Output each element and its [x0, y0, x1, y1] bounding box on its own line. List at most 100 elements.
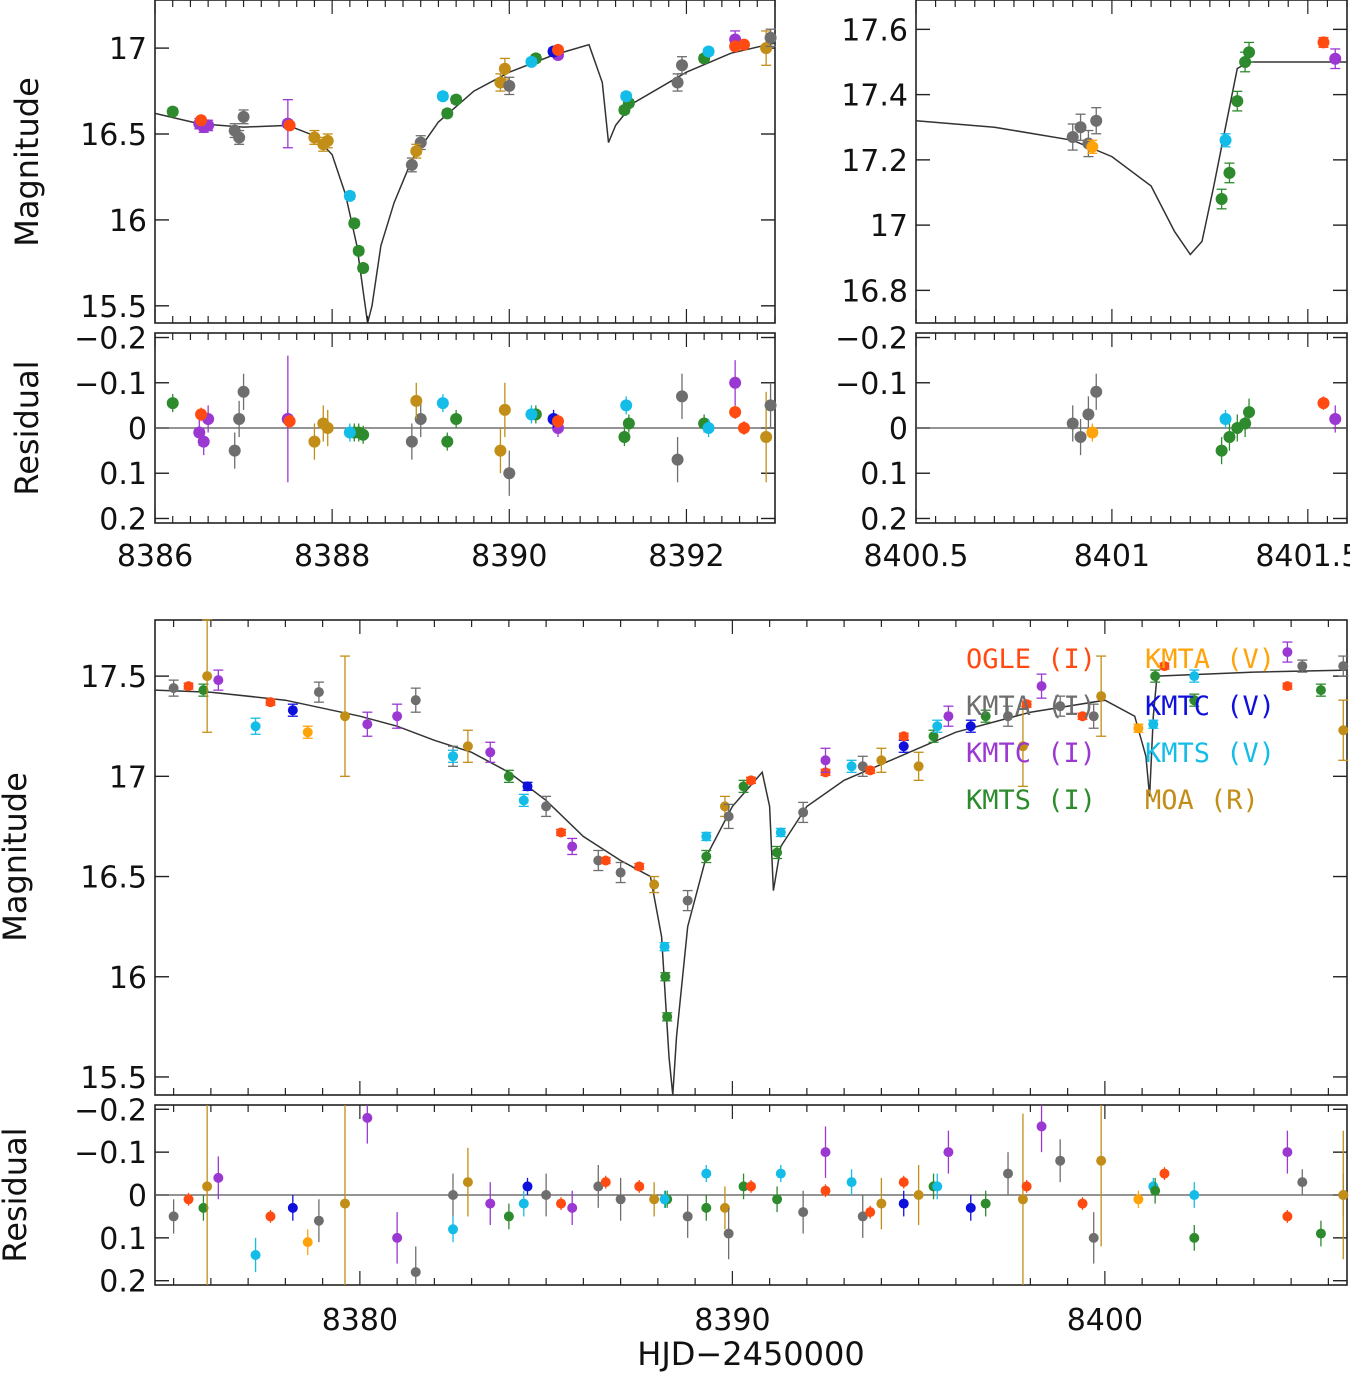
residual-point	[898, 1177, 909, 1188]
mag-ytick-label: 16	[109, 961, 147, 996]
data-point	[362, 719, 373, 730]
data-point	[436, 90, 449, 103]
mag-ytick-label: 15.5	[80, 290, 147, 325]
x-axis-title: HJD−2450000	[637, 1335, 864, 1373]
data-point	[1223, 166, 1236, 179]
residual-point	[522, 1181, 533, 1192]
data-point	[302, 727, 313, 738]
legend-entry-kmta-v: KMTA (V)	[1145, 644, 1275, 675]
residual-point	[462, 1177, 473, 1188]
residual-point	[1090, 385, 1103, 398]
residual-point	[321, 422, 334, 434]
data-point	[1086, 140, 1099, 153]
data-point	[898, 731, 909, 742]
residual-point	[1021, 1181, 1032, 1192]
data-point	[321, 134, 334, 147]
residual-point	[1282, 1147, 1293, 1158]
residual-point	[250, 1250, 261, 1260]
zoom-left-mag-plot: 15.5 16 16.5 17	[80, 28, 777, 325]
res-ytick-label: −0.1	[74, 367, 147, 402]
full-mag-plot: 15.5 16 16.5 17 17.5	[80, 619, 1349, 1096]
residual-point	[1338, 1190, 1349, 1200]
data-point	[250, 721, 261, 732]
residual-point	[450, 412, 463, 425]
data-point	[405, 158, 418, 171]
residual-point	[746, 1181, 756, 1192]
data-point	[1055, 701, 1066, 712]
zoom-left-xticks: 8386 8388 8390 8392	[117, 0, 776, 574]
residual-point	[503, 467, 516, 480]
res-ytick-label: −0.1	[74, 1136, 147, 1171]
residual-point	[1223, 431, 1236, 444]
data-point	[1066, 131, 1079, 144]
mag-ytick-label: 17	[870, 209, 908, 244]
data-point	[410, 695, 421, 706]
residual-point	[503, 1211, 514, 1222]
residual-point	[552, 415, 564, 428]
residual-point	[729, 376, 742, 389]
data-point	[775, 827, 786, 838]
residual-point	[410, 394, 423, 407]
legend-entry-kmta-i: KMTA (I)	[966, 691, 1096, 722]
residual-point	[820, 1147, 831, 1158]
residual-point	[738, 422, 750, 434]
residual-point	[1317, 397, 1330, 410]
data-point	[503, 771, 514, 782]
residual-point	[764, 399, 777, 412]
data-point	[701, 851, 712, 862]
residual-point	[682, 1211, 693, 1222]
data-point	[1189, 695, 1200, 706]
data-point	[659, 941, 670, 952]
mag-ytick-label: 16	[109, 204, 147, 239]
res-ytick-label: −0.2	[835, 322, 908, 357]
residual-point	[723, 1228, 734, 1239]
residual-point	[541, 1190, 552, 1200]
residual-point	[846, 1177, 857, 1188]
residual-point	[865, 1207, 876, 1218]
residual-point	[436, 397, 449, 410]
data-point	[339, 711, 350, 722]
residual-point	[287, 1202, 298, 1213]
residual-point	[738, 1181, 749, 1192]
data-point	[1096, 691, 1107, 702]
mag-ytick-label: 16.5	[80, 861, 147, 896]
legend-entry-kmtc-v: KMTC (V)	[1145, 691, 1275, 722]
residual-point	[1086, 426, 1099, 439]
data-point	[1338, 661, 1349, 672]
data-point	[1036, 681, 1047, 692]
zoom-right-res-plot: −0.2 −0.1 0 0.1 0.2	[835, 322, 1347, 537]
residual-point	[600, 1177, 611, 1188]
legend-entry-ogle-i: OGLE (I)	[966, 644, 1096, 675]
residual-point	[494, 444, 507, 457]
data-point	[876, 755, 887, 766]
residual-point	[898, 1198, 909, 1209]
model-curve	[915, 61, 1347, 256]
residual-point	[659, 1194, 670, 1205]
data-point	[702, 45, 715, 58]
data-point	[166, 105, 179, 118]
data-point	[615, 867, 626, 878]
residual-point	[671, 453, 684, 466]
data-point	[1297, 661, 1308, 672]
data-point	[932, 721, 943, 732]
data-point	[1243, 46, 1256, 59]
legend-entry-moa-r: MOA (R)	[1145, 785, 1259, 816]
residual-point	[965, 1202, 976, 1213]
residual-point	[556, 1198, 567, 1209]
residual-point	[1219, 412, 1232, 425]
zoom-left-res-ylabel: Residual	[8, 360, 46, 495]
data-point	[1219, 134, 1232, 147]
residual-point	[485, 1198, 496, 1209]
full-res-plot: −0.2 −0.1 0 0.1 0.2	[74, 1093, 1349, 1300]
residual-point	[193, 426, 206, 439]
residual-point	[265, 1211, 276, 1222]
data-point	[552, 43, 564, 56]
mag-ytick-label: 17	[109, 32, 147, 67]
residual-point	[233, 412, 246, 425]
residual-point	[1215, 444, 1228, 457]
full-xticks: 8380 8390 8400	[173, 620, 1329, 1338]
mag-ytick-label: 17.4	[841, 79, 908, 114]
data-point	[198, 685, 209, 696]
residual-point	[622, 417, 635, 430]
x-tick-label: 8388	[294, 539, 370, 574]
